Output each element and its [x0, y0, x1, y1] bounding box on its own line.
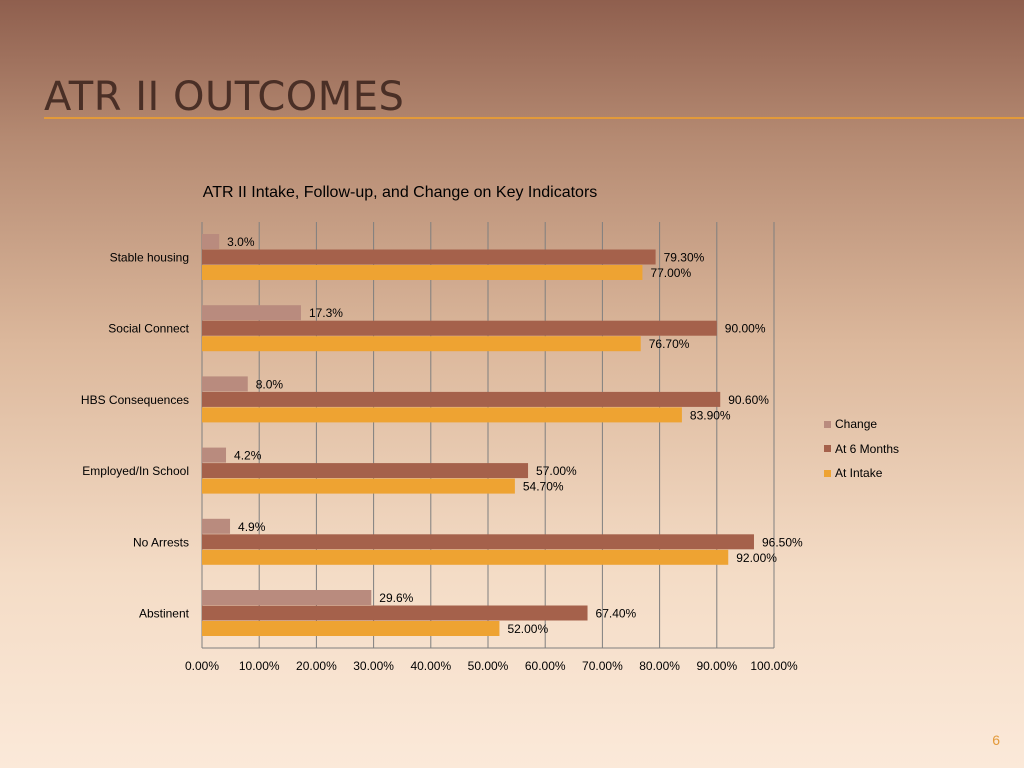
data-label: 54.70%: [523, 480, 564, 494]
x-tick-label: 20.00%: [296, 659, 337, 673]
bar-at-intake: [202, 265, 643, 280]
bar-at-intake: [202, 549, 729, 565]
bar-at-6-months: [202, 605, 588, 621]
bar-at-intake: [202, 407, 682, 423]
legend-label-change: Change: [835, 417, 878, 432]
data-label: 90.00%: [725, 322, 766, 336]
bar-change: [202, 590, 372, 605]
y-category-label: Abstinent: [139, 607, 190, 621]
data-label: 57.00%: [536, 464, 577, 478]
x-tick-label: 70.00%: [582, 659, 623, 673]
data-label: 29.6%: [379, 591, 413, 605]
data-label: 83.90%: [690, 408, 731, 422]
data-label: 52.00%: [507, 622, 548, 636]
x-tick-label: 40.00%: [410, 659, 451, 673]
bar-at-intake: [202, 621, 500, 636]
data-label: 8.0%: [256, 377, 284, 391]
x-tick-label: 60.00%: [525, 659, 566, 673]
x-tick-label: 30.00%: [353, 659, 394, 673]
data-label: 17.3%: [309, 306, 343, 320]
data-label: 79.30%: [664, 251, 705, 265]
legend-swatch-change: [824, 420, 831, 428]
legend-label-at-intake: At Intake: [835, 466, 883, 481]
y-category-label: Stable housing: [110, 251, 189, 265]
x-tick-label: 50.00%: [468, 659, 509, 673]
x-tick-label: 90.00%: [696, 659, 737, 673]
y-category-label: HBS Consequences: [81, 393, 189, 407]
bar-at-6-months: [202, 320, 717, 336]
x-tick-label: 10.00%: [239, 659, 280, 673]
bar-change: [202, 518, 231, 534]
x-tick-label: 100.00%: [750, 659, 798, 673]
legend-item-change: Change: [824, 412, 899, 437]
legend-item-at-6-months: At 6 Months: [824, 437, 899, 462]
legend-swatch-at-6-months: [824, 445, 831, 453]
chart-legend: Change At 6 Months At Intake: [824, 412, 899, 486]
legend-label-at-6-months: At 6 Months: [835, 441, 900, 456]
legend-item-at-intake: At Intake: [824, 461, 899, 486]
data-label: 76.70%: [649, 337, 690, 351]
bar-change: [202, 305, 301, 321]
title-rule: [44, 117, 1024, 119]
bar-change: [202, 376, 248, 392]
bar-at-6-months: [202, 249, 656, 265]
data-label: 67.40%: [596, 607, 637, 621]
legend-swatch-at-intake: [824, 469, 831, 477]
bar-at-6-months: [202, 391, 721, 407]
chart-title: ATR II Intake, Follow-up, and Change on …: [202, 184, 598, 201]
data-label: 77.00%: [650, 266, 691, 280]
bar-at-6-months: [202, 463, 529, 479]
bar-change: [202, 447, 227, 463]
x-tick-label: 80.00%: [639, 659, 680, 673]
data-label: 3.0%: [227, 235, 255, 249]
y-category-label: Employed/In School: [82, 464, 189, 478]
bar-at-6-months: [202, 534, 754, 550]
data-label: 4.2%: [234, 449, 262, 463]
data-label: 92.00%: [736, 551, 777, 565]
data-label: 96.50%: [762, 535, 803, 549]
data-label: 4.9%: [238, 520, 266, 534]
bar-change: [202, 234, 220, 249]
y-category-label: Social Connect: [108, 322, 189, 336]
page-number: 6: [992, 732, 1000, 748]
data-label: 90.60%: [728, 393, 769, 407]
bar-at-intake: [202, 336, 641, 352]
bar-at-intake: [202, 478, 515, 494]
x-tick-label: 0.00%: [185, 659, 219, 673]
slide-title: ATR II OUTCOMES: [44, 74, 405, 120]
y-category-label: No Arrests: [133, 535, 189, 549]
